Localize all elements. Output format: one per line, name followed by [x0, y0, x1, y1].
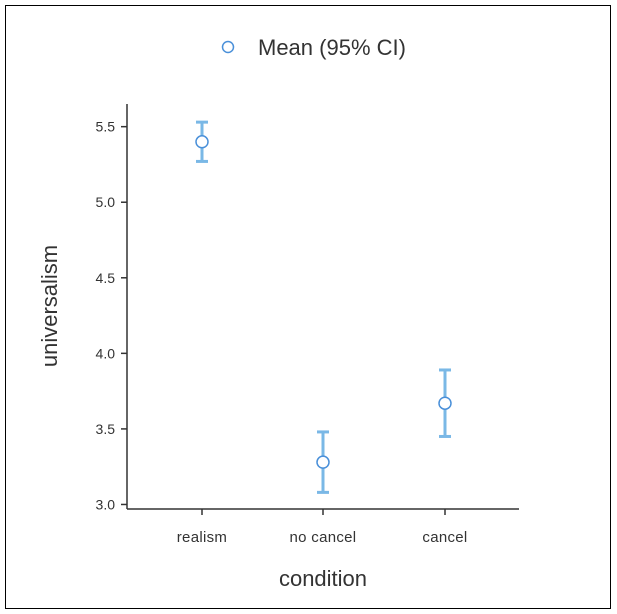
legend-marker-icon	[221, 40, 235, 54]
legend: Mean (95% CI)	[221, 35, 406, 60]
x-tick-label: cancel	[422, 529, 467, 546]
y-tick-label: 4.5	[96, 270, 116, 286]
data-marks	[195, 120, 452, 494]
y-tick-label: 3.5	[96, 421, 116, 437]
x-tick-label: no cancel	[290, 529, 357, 546]
y-tick-label: 5.0	[96, 194, 116, 210]
mean-point	[438, 396, 452, 410]
y-tick-label: 4.0	[96, 345, 116, 361]
mean-point	[195, 135, 209, 149]
y-axis-title: universalism	[37, 245, 62, 367]
x-axis-ticks: realism no cancel cancel	[177, 509, 467, 546]
legend-label: Mean (95% CI)	[258, 35, 406, 60]
x-tick-label: realism	[177, 529, 227, 546]
x-axis-title: condition	[279, 566, 367, 591]
y-axis-ticks: 3.0 3.5 4.0 4.5 5.0 5.5	[96, 119, 127, 512]
y-tick-label: 5.5	[96, 119, 116, 135]
y-tick-label: 3.0	[96, 496, 116, 512]
mean-point	[316, 455, 330, 469]
